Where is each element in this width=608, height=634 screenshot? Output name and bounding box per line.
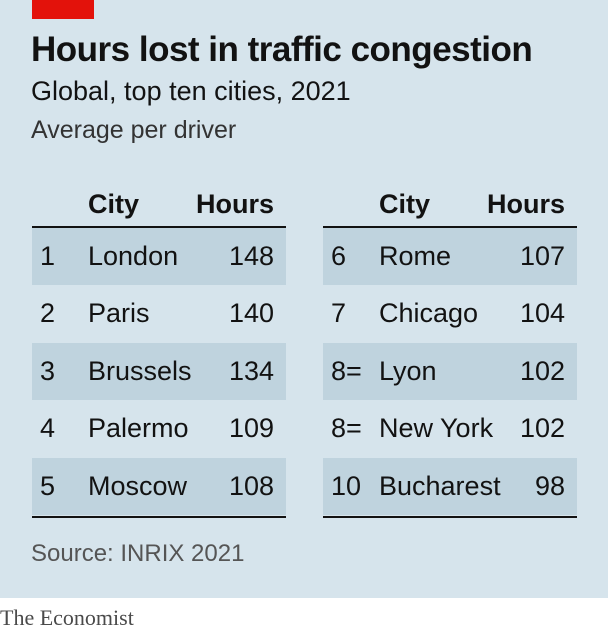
rank-cell: 6 (331, 241, 347, 271)
city-cell: New York (379, 413, 494, 444)
rank-cell: 7 (331, 298, 347, 329)
hours-cell: 98 (534, 470, 565, 501)
brand-red-tag (32, 0, 94, 19)
column-header-city: City (379, 189, 431, 219)
city-cell: Paris (88, 298, 150, 329)
chart-subtitle: Global, top ten cities, 2021 (31, 76, 351, 106)
table-row: 1 London 148 (32, 228, 286, 286)
city-cell: Lyon (379, 355, 437, 386)
column-header-hours: Hours (195, 189, 274, 219)
table-row: 2 Paris 140 (32, 285, 286, 342)
table-row: 4 Palermo 109 (32, 400, 286, 457)
table-bottom-rule (32, 515, 286, 518)
table-rows-left: 1 London 148 2 Paris 140 3 Brussels 134 4 Palermo 1… (32, 228, 286, 515)
rank-cell: 3 (40, 355, 56, 386)
chart-title: Hours lost in traffic congestion (31, 30, 533, 69)
hours-cell: 140 (228, 298, 274, 329)
source-note: Source: INRIX 2021 (31, 540, 245, 567)
city-cell: Bucharest (379, 470, 501, 501)
table-row: 8= Lyon 102 (323, 342, 577, 401)
table-left: City Hours 1 London 148 2 Paris 140 3 Brussels 1… (32, 180, 286, 518)
rank-cell: 8= (331, 413, 362, 444)
table-row: 10 Bucharest 98 (323, 457, 577, 515)
brand-wordmark: The Economist (0, 605, 134, 630)
city-cell: Palermo (88, 413, 189, 444)
table-row: 8= New York 102 (323, 400, 577, 457)
table-header: City Hours (323, 180, 577, 228)
hours-cell: 108 (228, 470, 274, 501)
hours-cell: 134 (228, 355, 274, 386)
table-row: 5 Moscow 108 (32, 457, 286, 515)
hours-cell: 148 (228, 241, 274, 271)
column-header-city: City (88, 189, 140, 219)
rank-cell: 10 (331, 470, 362, 501)
table-row: 3 Brussels 134 (32, 342, 286, 401)
chart-panel: Hours lost in traffic congestion Global,… (0, 0, 608, 598)
city-cell: Brussels (88, 355, 192, 386)
city-cell: London (88, 241, 179, 271)
hours-cell: 104 (519, 298, 565, 329)
table-row: 6 Rome 107 (323, 228, 577, 286)
city-cell: Rome (379, 241, 452, 271)
table-rows-right: 6 Rome 107 7 Chicago 104 8= Lyon 102 8= New York 10… (323, 228, 577, 515)
table-right: City Hours 6 Rome 107 7 Chicago 104 8= Lyon 102 8… (323, 180, 577, 518)
hours-cell: 109 (228, 413, 274, 444)
rank-cell: 1 (40, 241, 56, 271)
rank-cell: 5 (40, 470, 56, 501)
hours-cell: 102 (519, 355, 565, 386)
unit-note: Average per driver (31, 116, 237, 144)
hours-cell: 102 (519, 413, 565, 444)
rank-cell: 4 (40, 413, 56, 444)
column-header-hours: Hours (486, 189, 565, 219)
hours-cell: 107 (519, 241, 565, 271)
city-cell: Chicago (379, 298, 479, 329)
table-header: City Hours (32, 180, 286, 228)
rank-cell: 8= (331, 355, 362, 386)
table-row: 7 Chicago 104 (323, 285, 577, 342)
table-bottom-rule (323, 515, 577, 518)
city-cell: Moscow (88, 470, 188, 501)
rank-cell: 2 (40, 298, 56, 329)
